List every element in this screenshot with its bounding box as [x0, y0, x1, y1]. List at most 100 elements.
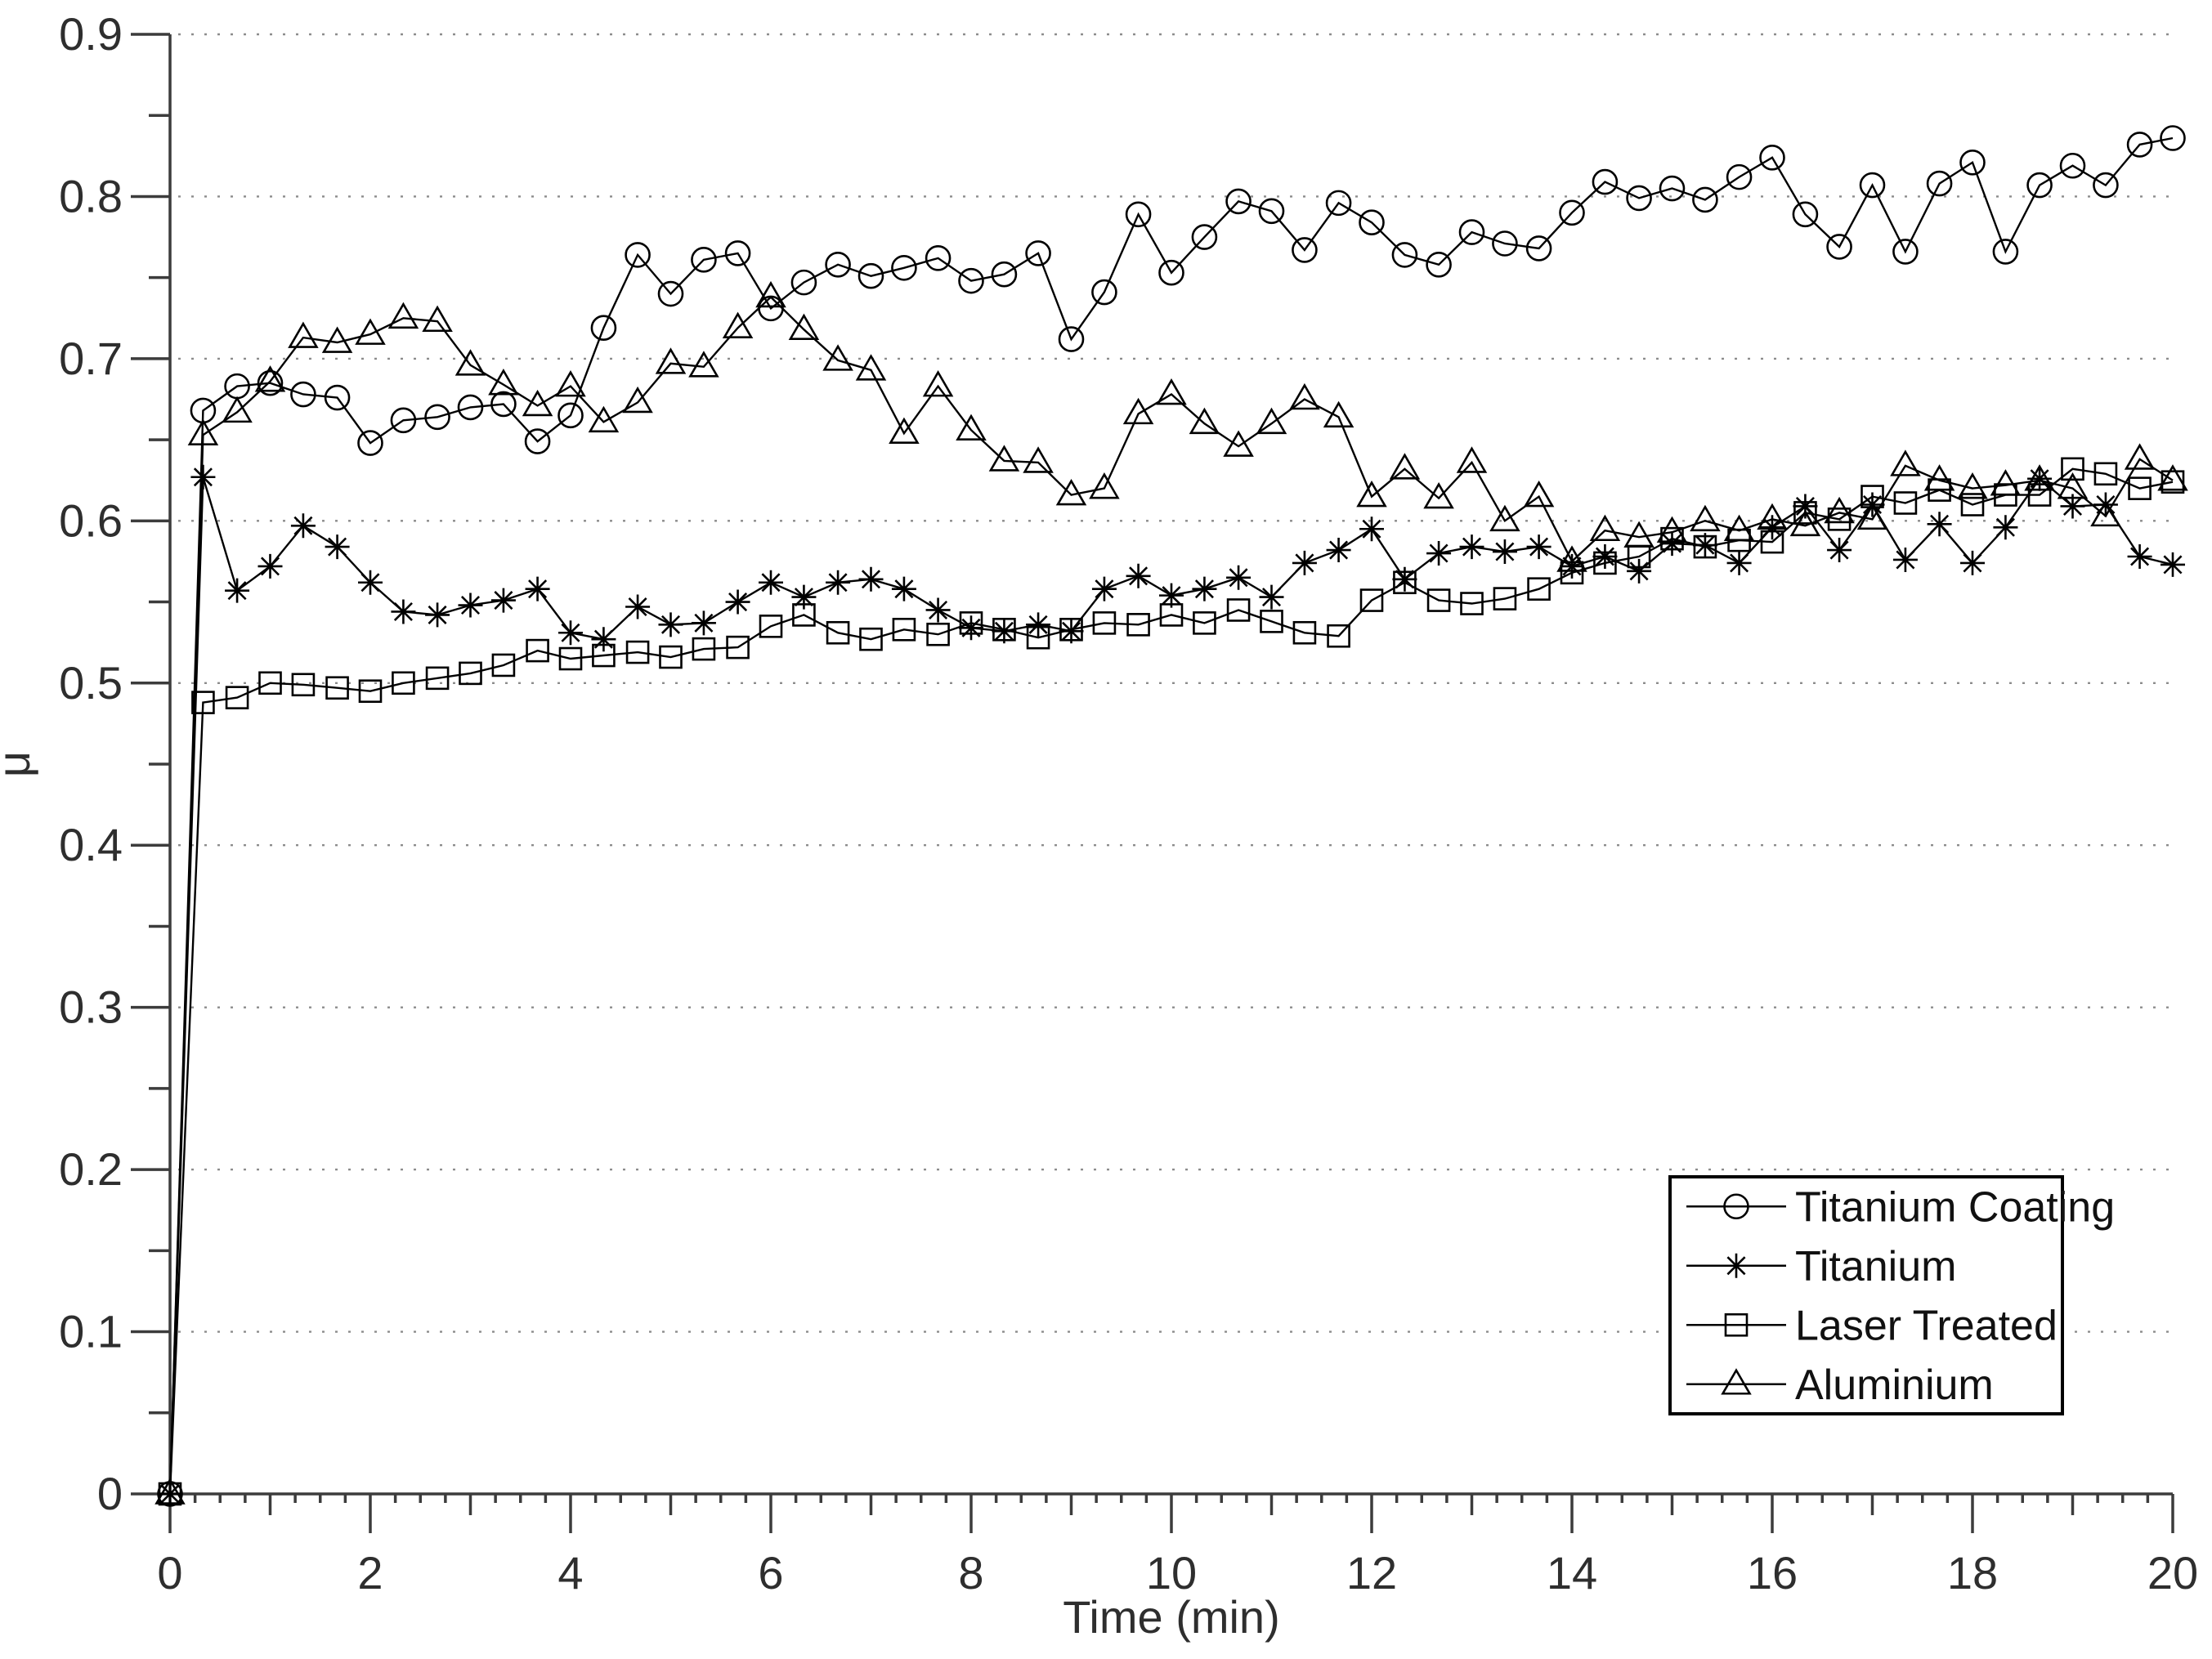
asterisk-marker-icon [425, 602, 450, 628]
square-marker-icon [1026, 625, 1050, 650]
circle-marker-icon [2059, 152, 2086, 179]
square-marker-icon [726, 635, 750, 660]
axes [131, 33, 2174, 1533]
triangle-marker-icon [254, 365, 286, 392]
asterisk-marker-icon [625, 594, 651, 619]
legend: Titanium Coating Titanium Laser Treated Alu… [1668, 1175, 2115, 1415]
asterisk-marker-icon [826, 570, 851, 595]
square-marker-icon [459, 661, 482, 686]
square-marker-icon [1426, 588, 1451, 612]
x-tick-label: 18 [1947, 1547, 1998, 1599]
square-marker-icon [1493, 587, 1517, 610]
triangle-marker-icon [187, 418, 219, 445]
square-marker-icon [659, 645, 683, 669]
legend-item-aluminium: Aluminium [1686, 1362, 1994, 1409]
circle-marker-icon [1391, 242, 1418, 268]
triangle-marker-icon [1856, 503, 1888, 530]
square-marker-icon [1260, 610, 1283, 633]
y-tick-label: 0.4 [59, 819, 123, 870]
triangle-marker-icon [2124, 443, 2156, 470]
triangle-marker-icon [1156, 378, 1187, 405]
square-marker-icon [1327, 624, 1350, 648]
circle-marker-icon [991, 261, 1018, 288]
triangle-marker-icon [1523, 480, 1555, 508]
asterisk-marker-icon [1192, 576, 1217, 601]
triangle-marker-icon [1122, 397, 1154, 425]
circle-marker-icon [1225, 188, 1252, 215]
triangle-marker-icon [1957, 472, 1988, 499]
asterisk-marker-icon [1760, 515, 1784, 540]
circle-marker-icon [1692, 186, 1718, 213]
circle-marker-icon [457, 394, 484, 421]
asterisk-marker-icon [925, 597, 951, 623]
square-marker-icon [325, 676, 349, 700]
square-marker-icon [1760, 530, 1784, 554]
triangle-marker-icon [1990, 469, 2022, 496]
circle-marker-icon [1258, 198, 1285, 225]
circle-marker-icon [1926, 170, 1953, 197]
triangle-marker-icon [1489, 504, 1520, 532]
circle-marker-icon [1292, 237, 1318, 263]
triangle-marker-icon [1923, 464, 1955, 491]
triangle-marker-icon [2157, 464, 2188, 491]
triangle-marker-icon [488, 369, 519, 396]
x-axis-label: Time (min) [1063, 1591, 1279, 1643]
asterisk-marker-icon [458, 592, 483, 618]
triangle-marker-icon [1690, 504, 1721, 532]
asterisk-marker-icon [1793, 494, 1818, 519]
triangle-marker-icon [655, 347, 687, 374]
series-titanium-markers [158, 464, 2185, 1506]
asterisk-marker-icon [190, 464, 216, 490]
y-tick-label: 0.5 [59, 657, 123, 709]
asterisk-marker-icon [1326, 538, 1351, 563]
triangle-marker-icon [154, 1478, 186, 1505]
x-tick-label: 2 [357, 1547, 383, 1599]
circle-marker-icon [1325, 190, 1352, 217]
x-tick-label: 10 [1146, 1547, 1197, 1599]
triangle-marker-icon [387, 302, 419, 329]
triangle-marker-icon [288, 321, 319, 348]
legend-item-label: Laser Treated [1795, 1302, 2058, 1349]
square-marker-icon [258, 671, 282, 695]
asterisk-marker-icon [2161, 552, 2185, 577]
square-marker-icon [1960, 493, 1985, 516]
asterisk-marker-icon [1026, 612, 1051, 637]
triangle-marker-icon [889, 417, 920, 444]
square-marker-icon [1893, 491, 1918, 515]
circle-marker-icon [1191, 224, 1218, 250]
square-marker-icon [692, 637, 716, 661]
circle-marker-icon [925, 245, 952, 271]
square-marker-icon [2161, 470, 2185, 494]
triangle-marker-icon [988, 445, 1020, 472]
square-marker-icon [792, 603, 816, 627]
y-tick-label: 0 [97, 1468, 123, 1519]
circle-marker-icon [1826, 234, 1852, 260]
series-titanium [158, 464, 2185, 1506]
asterisk-marker-icon [891, 576, 916, 601]
circle-marker-icon [290, 381, 316, 408]
triangle-marker-icon [922, 370, 954, 397]
series-laser-treated-line [168, 467, 2174, 1495]
square-marker-icon [225, 686, 249, 709]
asterisk-marker-icon [1560, 553, 1584, 579]
triangle-marker-icon [1089, 472, 1120, 499]
circle-marker-icon [1659, 175, 1686, 202]
circle-marker-icon [1458, 219, 1485, 245]
square-marker-icon [425, 666, 450, 691]
circle-marker-icon [257, 369, 284, 396]
triangle-marker-icon [555, 370, 586, 397]
asterisk-marker-icon [1159, 583, 1184, 608]
asterisk-marker-icon [691, 610, 716, 636]
triangle-marker-icon [1656, 516, 1688, 543]
asterisk-marker-icon [2093, 492, 2118, 517]
square-marker-icon [926, 622, 950, 646]
circle-marker-icon [2160, 125, 2186, 151]
y-tick-label: 0.9 [59, 8, 123, 60]
y-tick-label: 0.3 [59, 982, 123, 1033]
asterisk-marker-icon [1091, 576, 1117, 601]
square-marker-icon [1693, 534, 1717, 559]
asterisk-marker-icon [1592, 543, 1618, 569]
square-marker-icon [358, 679, 383, 704]
circle-marker-icon [1626, 185, 1652, 212]
